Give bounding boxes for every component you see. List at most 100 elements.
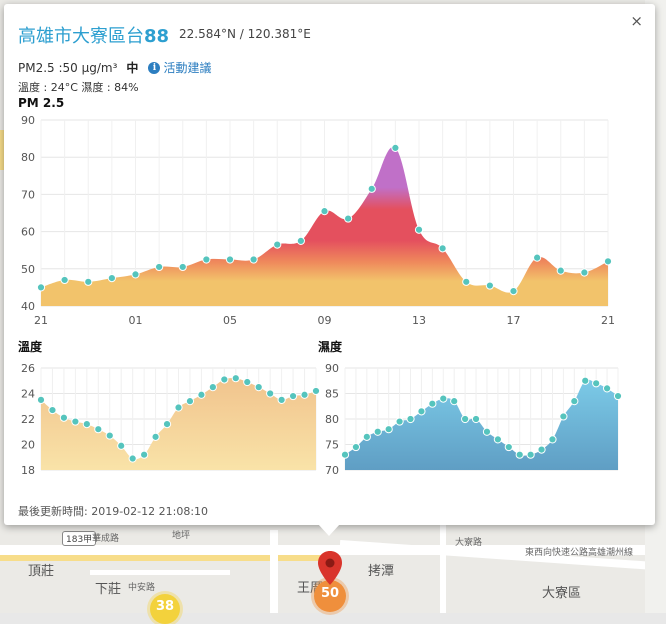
data-point[interactable] [48, 405, 57, 415]
data-point[interactable] [559, 412, 568, 421]
data-point[interactable] [320, 207, 329, 216]
data-point[interactable] [548, 435, 557, 444]
data-point[interactable] [266, 389, 275, 398]
data-point[interactable] [208, 383, 217, 392]
data-point[interactable] [493, 435, 502, 444]
data-point[interactable] [59, 413, 69, 422]
data-point[interactable] [273, 240, 282, 249]
data-point[interactable] [602, 384, 612, 393]
data-point[interactable] [570, 397, 579, 406]
data-point[interactable] [462, 277, 471, 286]
station-number: 88 [144, 26, 170, 47]
map-road [0, 545, 666, 555]
data-point[interactable] [391, 143, 400, 153]
data-point[interactable] [71, 417, 80, 426]
location-pin-icon[interactable] [317, 550, 343, 586]
x-tick-label: 13 [412, 314, 426, 327]
data-point[interactable] [107, 274, 116, 283]
data-point[interactable] [128, 454, 137, 463]
data-point[interactable] [439, 394, 448, 403]
humidity-chart-title: 濕度 [318, 340, 343, 354]
data-point[interactable] [197, 390, 206, 399]
data-point[interactable] [174, 403, 183, 412]
data-point[interactable] [220, 375, 229, 384]
data-point[interactable] [580, 268, 589, 277]
x-tick-label: 05 [223, 314, 237, 327]
data-point[interactable] [131, 270, 140, 279]
data-point[interactable] [185, 397, 195, 406]
last-updated: 最後更新時間: 2019-02-12 21:08:10 [18, 505, 209, 518]
data-point[interactable] [249, 255, 258, 264]
data-point[interactable] [417, 407, 426, 416]
pm-value: PM2.5 :50 μg/m³ [18, 60, 118, 75]
data-point[interactable] [471, 414, 481, 424]
data-point[interactable] [60, 275, 69, 285]
data-point[interactable] [428, 399, 437, 408]
data-point[interactable] [105, 431, 114, 440]
data-point[interactable] [36, 395, 46, 404]
data-point[interactable] [556, 266, 565, 275]
x-tick-label: 01 [129, 314, 143, 327]
data-point[interactable] [231, 374, 240, 383]
y-tick-label: 75 [325, 439, 339, 452]
data-point[interactable] [254, 383, 263, 392]
close-icon[interactable]: × [630, 12, 643, 30]
station-title[interactable]: 高雄市大寮區台88 [18, 22, 169, 48]
data-point[interactable] [367, 184, 376, 193]
data-point[interactable] [296, 236, 305, 245]
data-point[interactable] [613, 391, 623, 401]
pm-marker-yellow[interactable]: 38 [150, 594, 180, 624]
data-point[interactable] [311, 386, 321, 396]
data-point[interactable] [581, 376, 590, 385]
data-point[interactable] [155, 262, 164, 272]
pm-summary: PM2.5 :50 μg/m³ 中 i 活動建議 [18, 59, 211, 76]
data-point[interactable] [395, 417, 404, 426]
humidity-chart: 70 75 80 85 90 [325, 362, 623, 477]
data-point[interactable] [288, 391, 298, 401]
data-point[interactable] [277, 395, 286, 404]
map-road-major [0, 130, 5, 170]
data-point[interactable] [438, 244, 447, 253]
data-point[interactable] [340, 450, 350, 459]
data-point[interactable] [509, 287, 518, 296]
data-point[interactable] [414, 225, 424, 234]
data-point[interactable] [362, 432, 371, 441]
data-point[interactable] [373, 427, 382, 436]
data-point[interactable] [450, 397, 459, 406]
data-point[interactable] [592, 379, 601, 388]
data-point[interactable] [526, 450, 535, 459]
data-point[interactable] [603, 257, 613, 266]
data-point[interactable] [515, 450, 524, 459]
data-point[interactable] [84, 277, 93, 286]
data-point[interactable] [533, 253, 542, 262]
data-point[interactable] [537, 445, 546, 454]
station-coordinates: 22.584°N / 120.381°E [179, 27, 311, 41]
data-point[interactable] [117, 441, 126, 450]
data-point[interactable] [36, 283, 46, 292]
data-point[interactable] [151, 432, 160, 441]
y-tick-label: 60 [21, 226, 35, 239]
data-point[interactable] [461, 414, 470, 424]
x-tick-label: 21 [601, 314, 615, 327]
data-point[interactable] [384, 425, 393, 434]
data-point[interactable] [406, 414, 415, 424]
data-point[interactable] [178, 262, 187, 272]
pm-marker-selected[interactable]: 50 [314, 580, 346, 612]
x-tick-label: 17 [507, 314, 521, 327]
data-point[interactable] [162, 420, 172, 429]
data-point[interactable] [344, 214, 353, 223]
data-point[interactable] [243, 377, 252, 387]
data-point[interactable] [482, 427, 492, 436]
map-label-xiazhuang: 下莊 [95, 582, 122, 597]
data-point[interactable] [225, 255, 235, 264]
activity-advice-link[interactable]: 活動建議 [163, 61, 212, 75]
data-point[interactable] [300, 390, 309, 399]
info-icon[interactable]: i [148, 61, 161, 74]
data-point[interactable] [504, 442, 513, 452]
data-point[interactable] [202, 255, 211, 264]
data-point[interactable] [351, 442, 361, 452]
data-point[interactable] [485, 281, 494, 290]
data-point[interactable] [140, 450, 149, 459]
data-point[interactable] [94, 425, 103, 434]
data-point[interactable] [82, 420, 91, 429]
